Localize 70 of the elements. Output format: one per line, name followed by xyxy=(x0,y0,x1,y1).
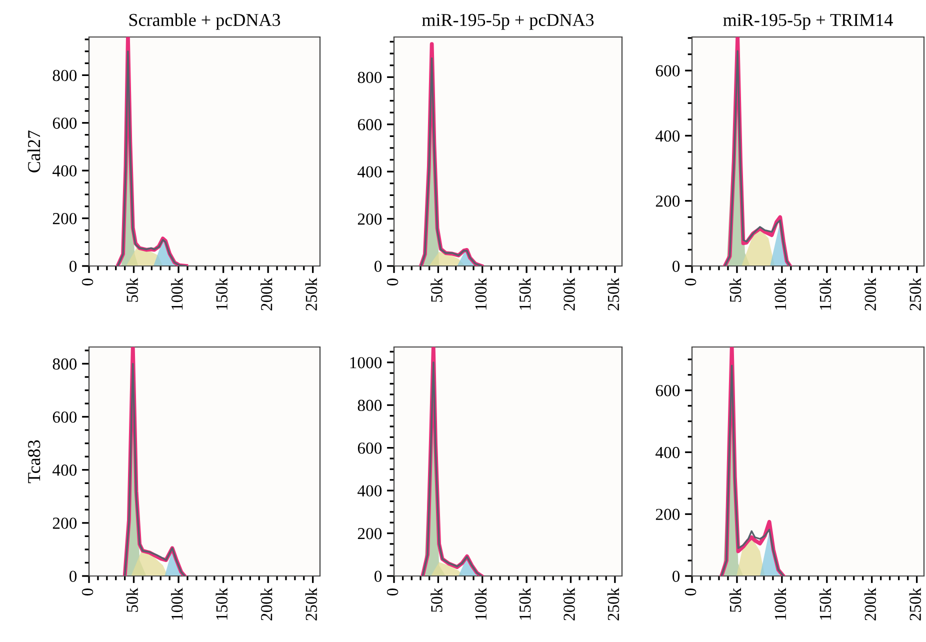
y-tick-label: 600 xyxy=(358,442,382,454)
x-tick-label: 100k xyxy=(170,278,183,310)
y-axis-title: Cal27 xyxy=(27,130,40,172)
y-tick-label: 600 xyxy=(52,118,77,129)
x-tick-label: 50k xyxy=(126,588,138,612)
chart-title: miR-195-5p + pcDNA3 xyxy=(422,14,594,30)
x-tick-label: 0 xyxy=(386,588,398,596)
x-tick-label: 250k xyxy=(909,278,921,310)
y-tick-label: 600 xyxy=(52,411,77,423)
x-tick-label: 250k xyxy=(607,588,620,620)
y-tick-label: 1000 xyxy=(350,357,382,368)
y-tick-label: 600 xyxy=(656,385,680,396)
x-tick-label: 250k xyxy=(909,588,921,620)
chart-title: Scramble + pcDNA3 xyxy=(129,13,280,30)
x-tick-label: 250k xyxy=(305,588,318,620)
y-tick-label: 0 xyxy=(374,570,382,582)
x-tick-label: 200k xyxy=(864,278,876,310)
y-tick-label: 0 xyxy=(69,570,77,582)
y-tick-label: 800 xyxy=(358,400,382,412)
x-tick-label: 200k xyxy=(563,278,575,310)
y-tick-label: 400 xyxy=(358,166,382,178)
x-tick-label: 50k xyxy=(126,278,138,302)
x-tick-label: 50k xyxy=(430,588,442,612)
y-tick-label: 0 xyxy=(374,260,382,272)
x-tick-label: 0 xyxy=(82,278,94,286)
y-tick-label: 0 xyxy=(672,570,680,582)
y-tick-label: 800 xyxy=(52,358,77,370)
y-tick-label: 400 xyxy=(358,485,382,496)
x-tick-label: 150k xyxy=(519,588,531,620)
y-tick-label: 200 xyxy=(358,528,382,540)
y-tick-label: 0 xyxy=(69,260,77,272)
x-tick-label: 150k xyxy=(216,278,228,310)
x-tick-label: 150k xyxy=(819,588,832,620)
chart-title: miR-195-5p + TRIM14 xyxy=(723,14,893,30)
x-tick-label: 150k xyxy=(519,278,531,310)
y-tick-label: 800 xyxy=(358,72,382,84)
x-tick-label: 200k xyxy=(563,588,575,620)
x-tick-label: 100k xyxy=(774,588,786,620)
x-tick-label: 50k xyxy=(729,588,742,612)
x-tick-label: 150k xyxy=(216,588,228,620)
y-tick-label: 800 xyxy=(52,70,77,82)
x-tick-label: 0 xyxy=(684,588,696,596)
y-tick-label: 600 xyxy=(358,119,382,130)
y-tick-label: 400 xyxy=(52,165,77,177)
x-tick-label: 250k xyxy=(305,278,318,310)
y-tick-label: 400 xyxy=(656,446,680,458)
x-tick-label: 100k xyxy=(774,278,786,310)
y-tick-label: 600 xyxy=(656,65,680,76)
y-axis-title: Tca83 xyxy=(28,440,40,484)
x-tick-label: 100k xyxy=(474,278,487,310)
x-tick-label: 50k xyxy=(729,278,742,302)
x-tick-label: 0 xyxy=(386,278,398,286)
x-tick-label: 200k xyxy=(864,588,876,620)
x-tick-label: 150k xyxy=(819,278,832,310)
y-tick-label: 200 xyxy=(656,196,680,207)
x-tick-label: 100k xyxy=(170,588,183,620)
y-tick-label: 200 xyxy=(656,508,680,520)
x-tick-label: 250k xyxy=(607,278,620,310)
x-tick-label: 0 xyxy=(684,278,696,286)
x-tick-label: 100k xyxy=(474,588,487,620)
y-tick-label: 200 xyxy=(52,212,77,224)
x-tick-label: 50k xyxy=(430,278,442,302)
x-tick-label: 200k xyxy=(260,278,272,310)
x-tick-label: 0 xyxy=(82,588,94,596)
y-tick-label: 400 xyxy=(52,464,77,476)
y-tick-label: 400 xyxy=(656,130,680,142)
x-tick-label: 200k xyxy=(260,588,272,620)
y-tick-label: 0 xyxy=(672,260,680,272)
y-tick-label: 200 xyxy=(358,213,382,225)
y-tick-label: 200 xyxy=(52,518,77,529)
